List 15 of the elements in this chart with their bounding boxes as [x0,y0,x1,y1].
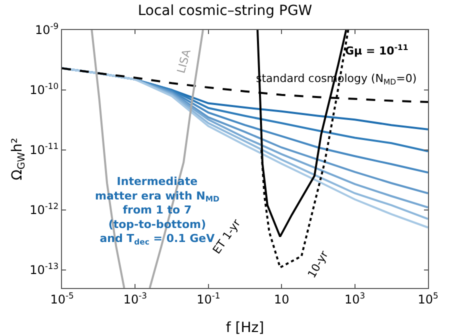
y-tick-label: 10$^{-10}$ [30,81,59,98]
y-tick-label: 10$^{-12}$ [30,201,59,218]
x-tick-label: 10$^{5}$ [418,290,438,306]
chart-title: Local cosmic–string PGW [138,2,312,19]
y-tick-label: 10$^{-13}$ [30,261,59,278]
y-tick-label: 10$^{-11}$ [30,141,59,158]
x-tick-label: 10$^{-1}$ [196,290,220,306]
x-tick-label: 10$^{-3}$ [123,290,148,306]
x-axis-title: f [Hz] [226,320,264,336]
annotation: Gμ = 10$^{-11}$ [345,43,408,58]
x-tick-label: 10$^{-5}$ [50,290,74,306]
y-tick-label: 10$^{-9}$ [34,21,59,38]
x-tick-label: 10$^{3}$ [344,290,366,306]
x-tick-label: 10 [274,292,290,306]
annotation: LISA [174,48,194,75]
